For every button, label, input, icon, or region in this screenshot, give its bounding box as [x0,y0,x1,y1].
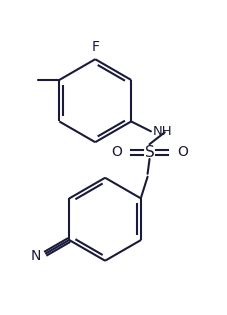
Text: F: F [91,40,99,54]
Text: S: S [144,145,154,160]
Text: O: O [176,145,187,159]
Text: O: O [111,145,121,159]
Text: N: N [31,249,41,263]
Text: NH: NH [152,125,172,138]
